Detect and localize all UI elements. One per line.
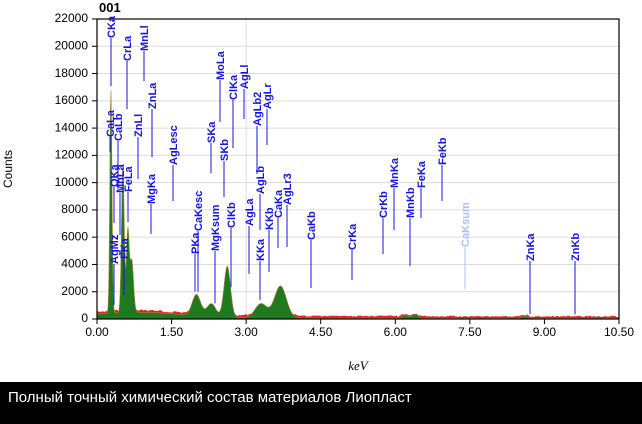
svg-text:FeKb: FeKb bbox=[437, 137, 449, 165]
svg-text:keV: keV bbox=[348, 358, 370, 373]
svg-text:9.00: 9.00 bbox=[533, 325, 557, 339]
svg-text:0: 0 bbox=[81, 311, 88, 325]
svg-text:CaKsum: CaKsum bbox=[460, 202, 472, 247]
svg-text:CrKa: CrKa bbox=[347, 223, 359, 250]
svg-text:8000: 8000 bbox=[61, 202, 88, 216]
svg-text:FeLa: FeLa bbox=[123, 165, 135, 192]
svg-text:4000: 4000 bbox=[61, 257, 88, 271]
svg-text:10000: 10000 bbox=[55, 175, 89, 189]
svg-text:16000: 16000 bbox=[55, 93, 89, 107]
svg-text:MnLl: MnLl bbox=[139, 25, 151, 51]
svg-text:1.50: 1.50 bbox=[160, 325, 184, 339]
svg-text:KKa: KKa bbox=[255, 238, 267, 261]
svg-text:CaLb: CaLb bbox=[113, 113, 125, 141]
svg-text:CKa: CKa bbox=[106, 15, 118, 38]
svg-text:FeKa: FeKa bbox=[416, 160, 428, 188]
svg-text:CrKb: CrKb bbox=[378, 191, 390, 218]
svg-text:20000: 20000 bbox=[55, 38, 89, 52]
svg-text:14000: 14000 bbox=[55, 120, 89, 134]
svg-text:MnKb: MnKb bbox=[405, 187, 417, 218]
svg-text:AgLr: AgLr bbox=[262, 83, 274, 109]
svg-text:MoLa: MoLa bbox=[215, 50, 227, 80]
svg-text:MgKa: MgKa bbox=[146, 173, 158, 204]
svg-text:PKa: PKa bbox=[190, 232, 202, 254]
svg-text:ClKb: ClKb bbox=[226, 202, 238, 228]
svg-text:Counts: Counts bbox=[1, 150, 15, 188]
svg-text:AgLa: AgLa bbox=[244, 198, 256, 226]
svg-text:MnKa: MnKa bbox=[389, 157, 401, 188]
svg-text:3.00: 3.00 bbox=[234, 325, 258, 339]
svg-text:6.00: 6.00 bbox=[384, 325, 408, 339]
svg-text:6000: 6000 bbox=[61, 229, 88, 243]
svg-text:ZnKb: ZnKb bbox=[570, 233, 582, 261]
svg-text:4.50: 4.50 bbox=[309, 325, 333, 339]
svg-text:001: 001 bbox=[99, 0, 121, 15]
svg-text:ZnLa: ZnLa bbox=[147, 82, 159, 109]
svg-text:7.50: 7.50 bbox=[458, 325, 482, 339]
svg-text:AgLesc: AgLesc bbox=[168, 125, 180, 165]
svg-text:SKb: SKb bbox=[219, 139, 231, 161]
svg-text:0.00: 0.00 bbox=[85, 325, 109, 339]
svg-text:10.50: 10.50 bbox=[604, 325, 634, 339]
svg-text:MgKsum: MgKsum bbox=[210, 204, 222, 251]
svg-text:12000: 12000 bbox=[55, 148, 89, 162]
svg-text:AgLr3: AgLr3 bbox=[282, 173, 294, 205]
svg-text:2000: 2000 bbox=[61, 284, 88, 298]
svg-text:SKa: SKa bbox=[206, 121, 218, 143]
svg-text:ZnKa: ZnKa bbox=[525, 233, 537, 261]
svg-text:CaKesc: CaKesc bbox=[193, 191, 205, 231]
svg-text:18000: 18000 bbox=[55, 66, 89, 80]
svg-text:CrLa: CrLa bbox=[122, 35, 134, 61]
svg-text:AgLl: AgLl bbox=[239, 65, 251, 89]
svg-text:22000: 22000 bbox=[55, 11, 89, 25]
svg-text:FKa: FKa bbox=[119, 237, 131, 259]
svg-text:ZnLl: ZnLl bbox=[133, 114, 145, 137]
svg-text:CaKb: CaKb bbox=[306, 211, 318, 240]
